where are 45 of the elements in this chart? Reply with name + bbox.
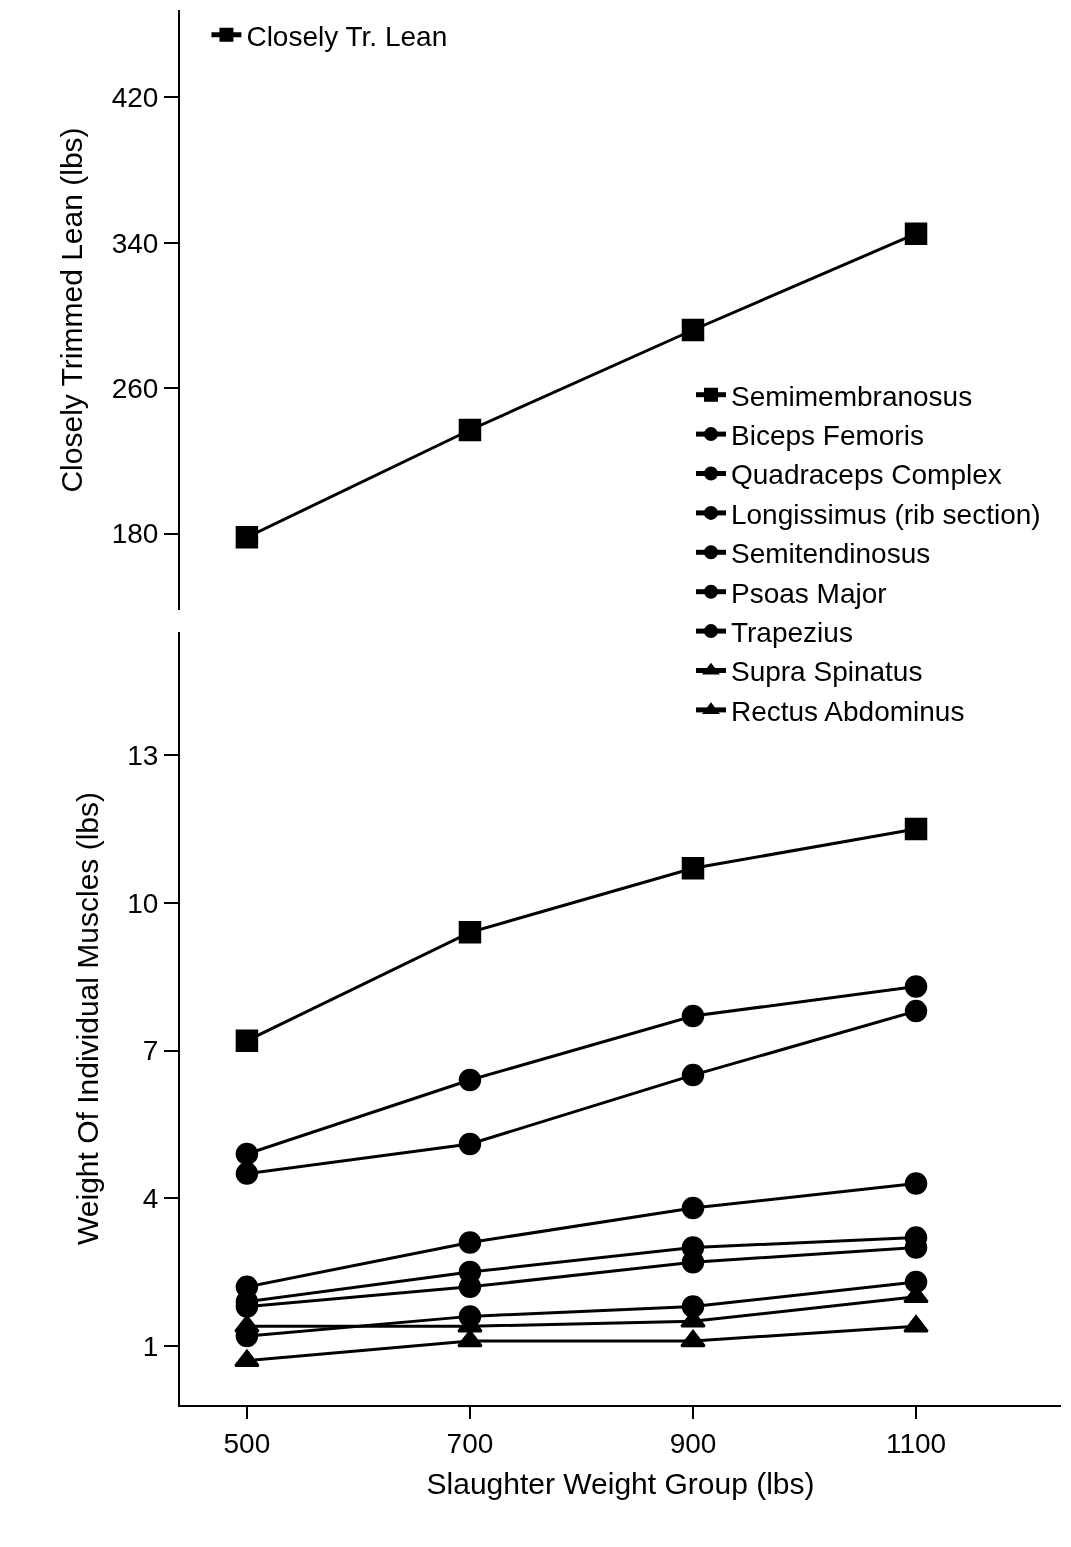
legend-label: Biceps Femoris [730,420,924,452]
point [681,318,705,342]
y-tick-label: 1 [142,1330,159,1362]
point [458,1231,482,1254]
point [904,975,928,998]
point [681,1196,705,1220]
x-tick-label: 1100 [885,1427,947,1459]
legend-label: Psoas Major [730,577,887,609]
y-tick-label: 4 [142,1183,159,1215]
x-axis-title: Slaughter Weight Group (lbs) [426,1466,815,1500]
point [904,999,928,1023]
x-tick-label: 700 [446,1427,494,1459]
point [904,817,928,841]
legend-label: Closely Tr. Lean [246,20,448,52]
point [681,857,705,880]
point [681,1063,705,1087]
point [235,1029,259,1052]
legend-label: Quadraceps Complex [730,459,1002,491]
point [235,1162,259,1185]
point [904,222,928,245]
legend-label: Semitendinosus [730,538,931,570]
y-tick-label: 340 [111,227,159,259]
legend-label: Trapezius [730,617,853,649]
y-tick-label: 7 [142,1035,159,1067]
y-tick-label: 13 [127,739,159,771]
legend-label: Longissimus (rib section) [730,498,1041,530]
point [458,921,482,944]
point [235,1142,259,1166]
legend-label: Supra Spinatus [730,656,923,688]
point [235,526,259,549]
y-axis-title: Closely Trimmed Lean (lbs) [55,127,89,493]
y-axis-title: Weight Of Individual Muscles (lbs) [70,792,104,1245]
y-tick-label: 260 [111,372,159,404]
point [458,1132,482,1156]
y-tick-label: 10 [127,887,159,919]
y-tick-label: 420 [111,82,159,114]
point [681,1004,705,1028]
x-tick-label: 900 [669,1427,717,1459]
y-tick-label: 180 [111,518,159,550]
x-tick-label: 500 [223,1427,271,1459]
point [904,1172,928,1195]
point [458,418,482,442]
point [458,1068,482,1092]
legend-label: Rectus Abdominus [730,695,965,727]
legend-label: Semimembranosus [730,380,973,412]
